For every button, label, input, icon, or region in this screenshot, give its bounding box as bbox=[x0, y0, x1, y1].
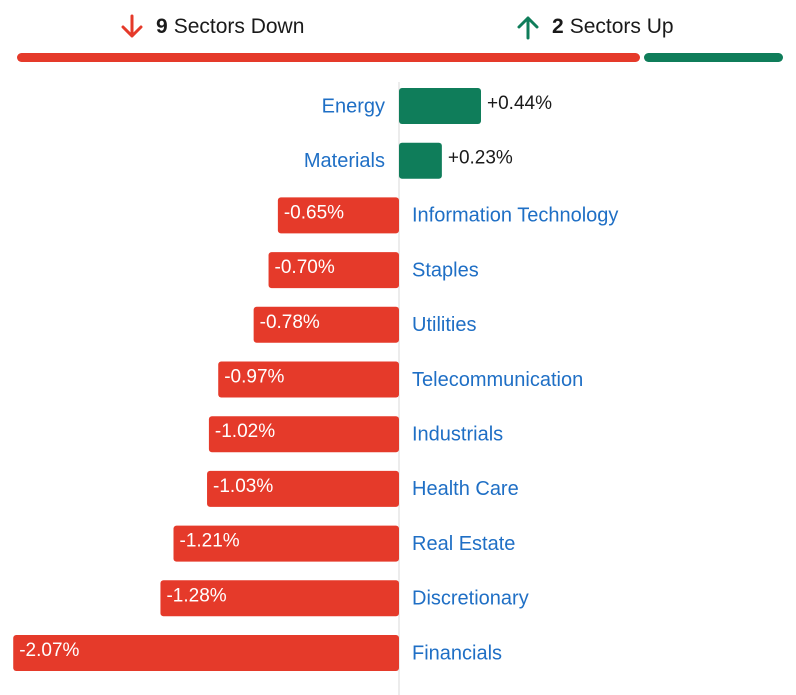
value-label-staples: -0.70% bbox=[275, 257, 335, 278]
value-label-financials: -2.07% bbox=[19, 640, 79, 661]
bar-materials bbox=[399, 142, 442, 179]
bar-real-estate bbox=[173, 525, 399, 562]
sectors-down-summary: 9 Sectors Down bbox=[120, 12, 304, 42]
category-label-utilities: Utilities bbox=[412, 314, 476, 336]
value-label-real-estate: -1.21% bbox=[180, 531, 240, 552]
category-label-materials: Materials bbox=[304, 150, 385, 172]
bar-staples bbox=[268, 252, 399, 289]
bar-industrials bbox=[208, 416, 399, 453]
value-label-materials: +0.23% bbox=[448, 148, 513, 169]
category-label-financials: Financials bbox=[412, 642, 502, 664]
bar-health-care bbox=[207, 470, 399, 507]
sectors-down-count: 9 bbox=[156, 15, 168, 38]
sectors-up-summary: 2 Sectors Up bbox=[516, 12, 674, 42]
bar-information-technology bbox=[277, 197, 399, 234]
sectors-down-label: Sectors Down bbox=[173, 15, 305, 38]
market-breadth-bar bbox=[17, 53, 783, 62]
arrow-down-icon bbox=[121, 14, 143, 38]
bar-telecommunication bbox=[218, 361, 399, 398]
bar-discretionary bbox=[160, 580, 399, 617]
value-label-telecommunication: -0.97% bbox=[224, 367, 284, 388]
value-label-health-care: -1.03% bbox=[213, 476, 273, 497]
bar-energy bbox=[399, 88, 481, 124]
sectors-up-label: Sectors Up bbox=[569, 15, 674, 38]
value-label-energy: +0.44% bbox=[487, 93, 552, 114]
breadth-bar-up-segment bbox=[644, 53, 783, 62]
category-label-telecommunication: Telecommunication bbox=[412, 369, 583, 391]
category-label-health-care: Health Care bbox=[412, 478, 519, 500]
category-label-industrials: Industrials bbox=[412, 423, 503, 445]
category-label-real-estate: Real Estate bbox=[412, 533, 515, 555]
arrow-up-icon bbox=[517, 16, 539, 40]
bar-financials bbox=[13, 635, 400, 671]
bar-utilities bbox=[253, 306, 399, 343]
sector-summary: 9 Sectors Down 2 Sectors Up bbox=[0, 0, 796, 70]
sectors-up-count: 2 bbox=[552, 15, 564, 38]
category-label-discretionary: Discretionary bbox=[412, 588, 529, 610]
category-label-information-technology: Information Technology bbox=[412, 205, 618, 227]
breadth-bar-down-segment bbox=[17, 53, 641, 62]
value-label-information-technology: -0.65% bbox=[284, 202, 344, 223]
category-label-staples: Staples bbox=[412, 259, 479, 281]
value-label-industrials: -1.02% bbox=[215, 421, 275, 442]
value-label-utilities: -0.78% bbox=[260, 312, 320, 333]
value-label-discretionary: -1.28% bbox=[166, 585, 226, 606]
category-label-energy: Energy bbox=[322, 95, 385, 117]
